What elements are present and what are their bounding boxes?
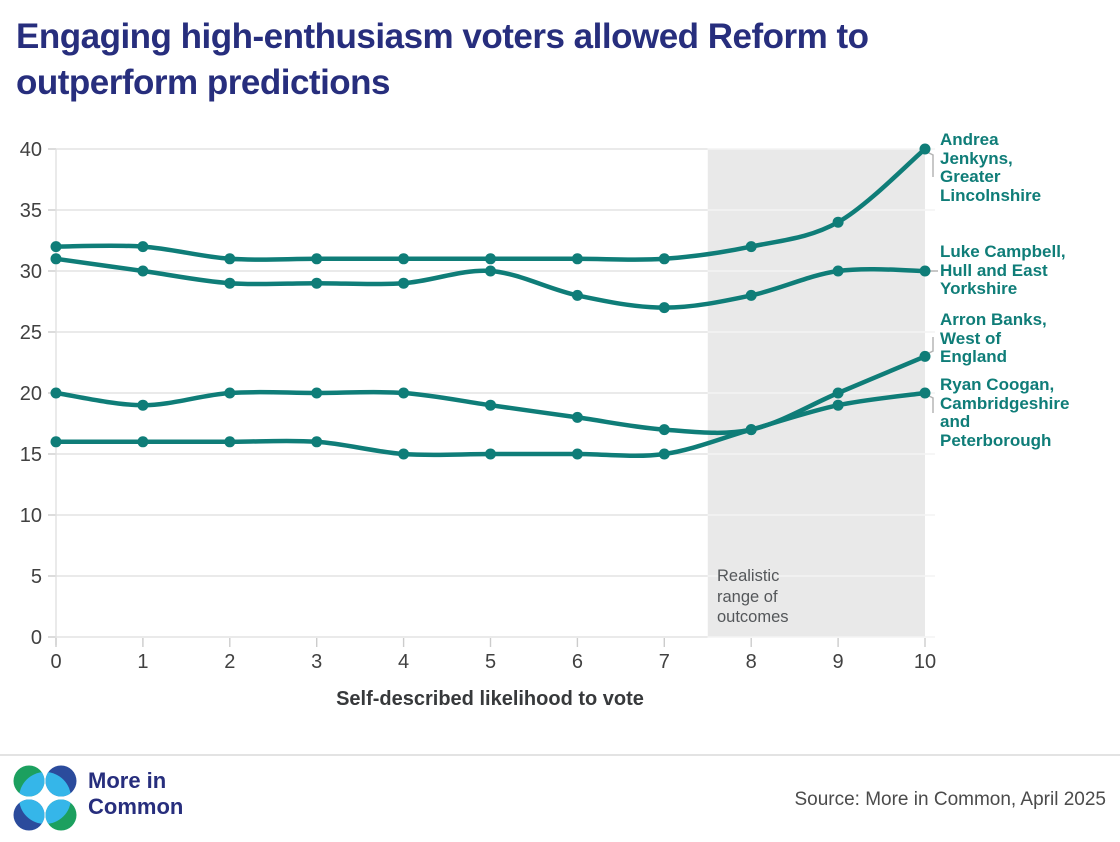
svg-text:30: 30: [20, 261, 42, 283]
more-in-common-logo-icon: [13, 765, 77, 831]
chart-title: Engaging high-enthusiasm voters allowed …: [16, 17, 869, 102]
svg-text:10: 10: [914, 651, 936, 673]
svg-text:15: 15: [20, 444, 42, 466]
x-axis-title: Self-described likelihood to vote: [336, 688, 644, 710]
svg-text:20: 20: [20, 383, 42, 405]
footer-divider: [0, 754, 1120, 756]
svg-text:4: 4: [398, 651, 409, 673]
svg-text:7: 7: [659, 651, 670, 673]
series-label-luke-campbell: Luke Campbell, Hull and East Yorkshire: [940, 242, 1066, 298]
svg-text:3: 3: [311, 651, 322, 673]
series-label-andrea-jenkyns: Andrea Jenkyns, Greater Lincolnshire: [940, 130, 1042, 205]
svg-text:40: 40: [20, 139, 42, 161]
svg-text:35: 35: [20, 200, 42, 222]
svg-text:1: 1: [137, 651, 148, 673]
svg-text:25: 25: [20, 322, 42, 344]
band-annotation: Realistic range of outcomes: [717, 567, 789, 626]
series-label-ryan-coogan: Ryan Coogan, Cambridgeshire and Peterbor…: [940, 375, 1070, 450]
svg-text:5: 5: [31, 566, 42, 588]
svg-text:9: 9: [833, 651, 844, 673]
svg-text:5: 5: [485, 651, 496, 673]
svg-text:8: 8: [746, 651, 757, 673]
source-text: Source: More in Common, April 2025: [794, 789, 1106, 810]
svg-text:2: 2: [224, 651, 235, 673]
svg-text:0: 0: [31, 627, 42, 649]
series-label-arron-banks: Arron Banks, West of England: [940, 310, 1047, 366]
svg-text:6: 6: [572, 651, 583, 673]
svg-text:0: 0: [50, 651, 61, 673]
chart-canvas: 0 5 10 15 20 25 30 35 40 0 1 2 3 4 5 6 7 8 9 10: [20, 139, 938, 673]
logo-wordmark: More in Common: [88, 768, 184, 819]
svg-text:10: 10: [20, 505, 42, 527]
